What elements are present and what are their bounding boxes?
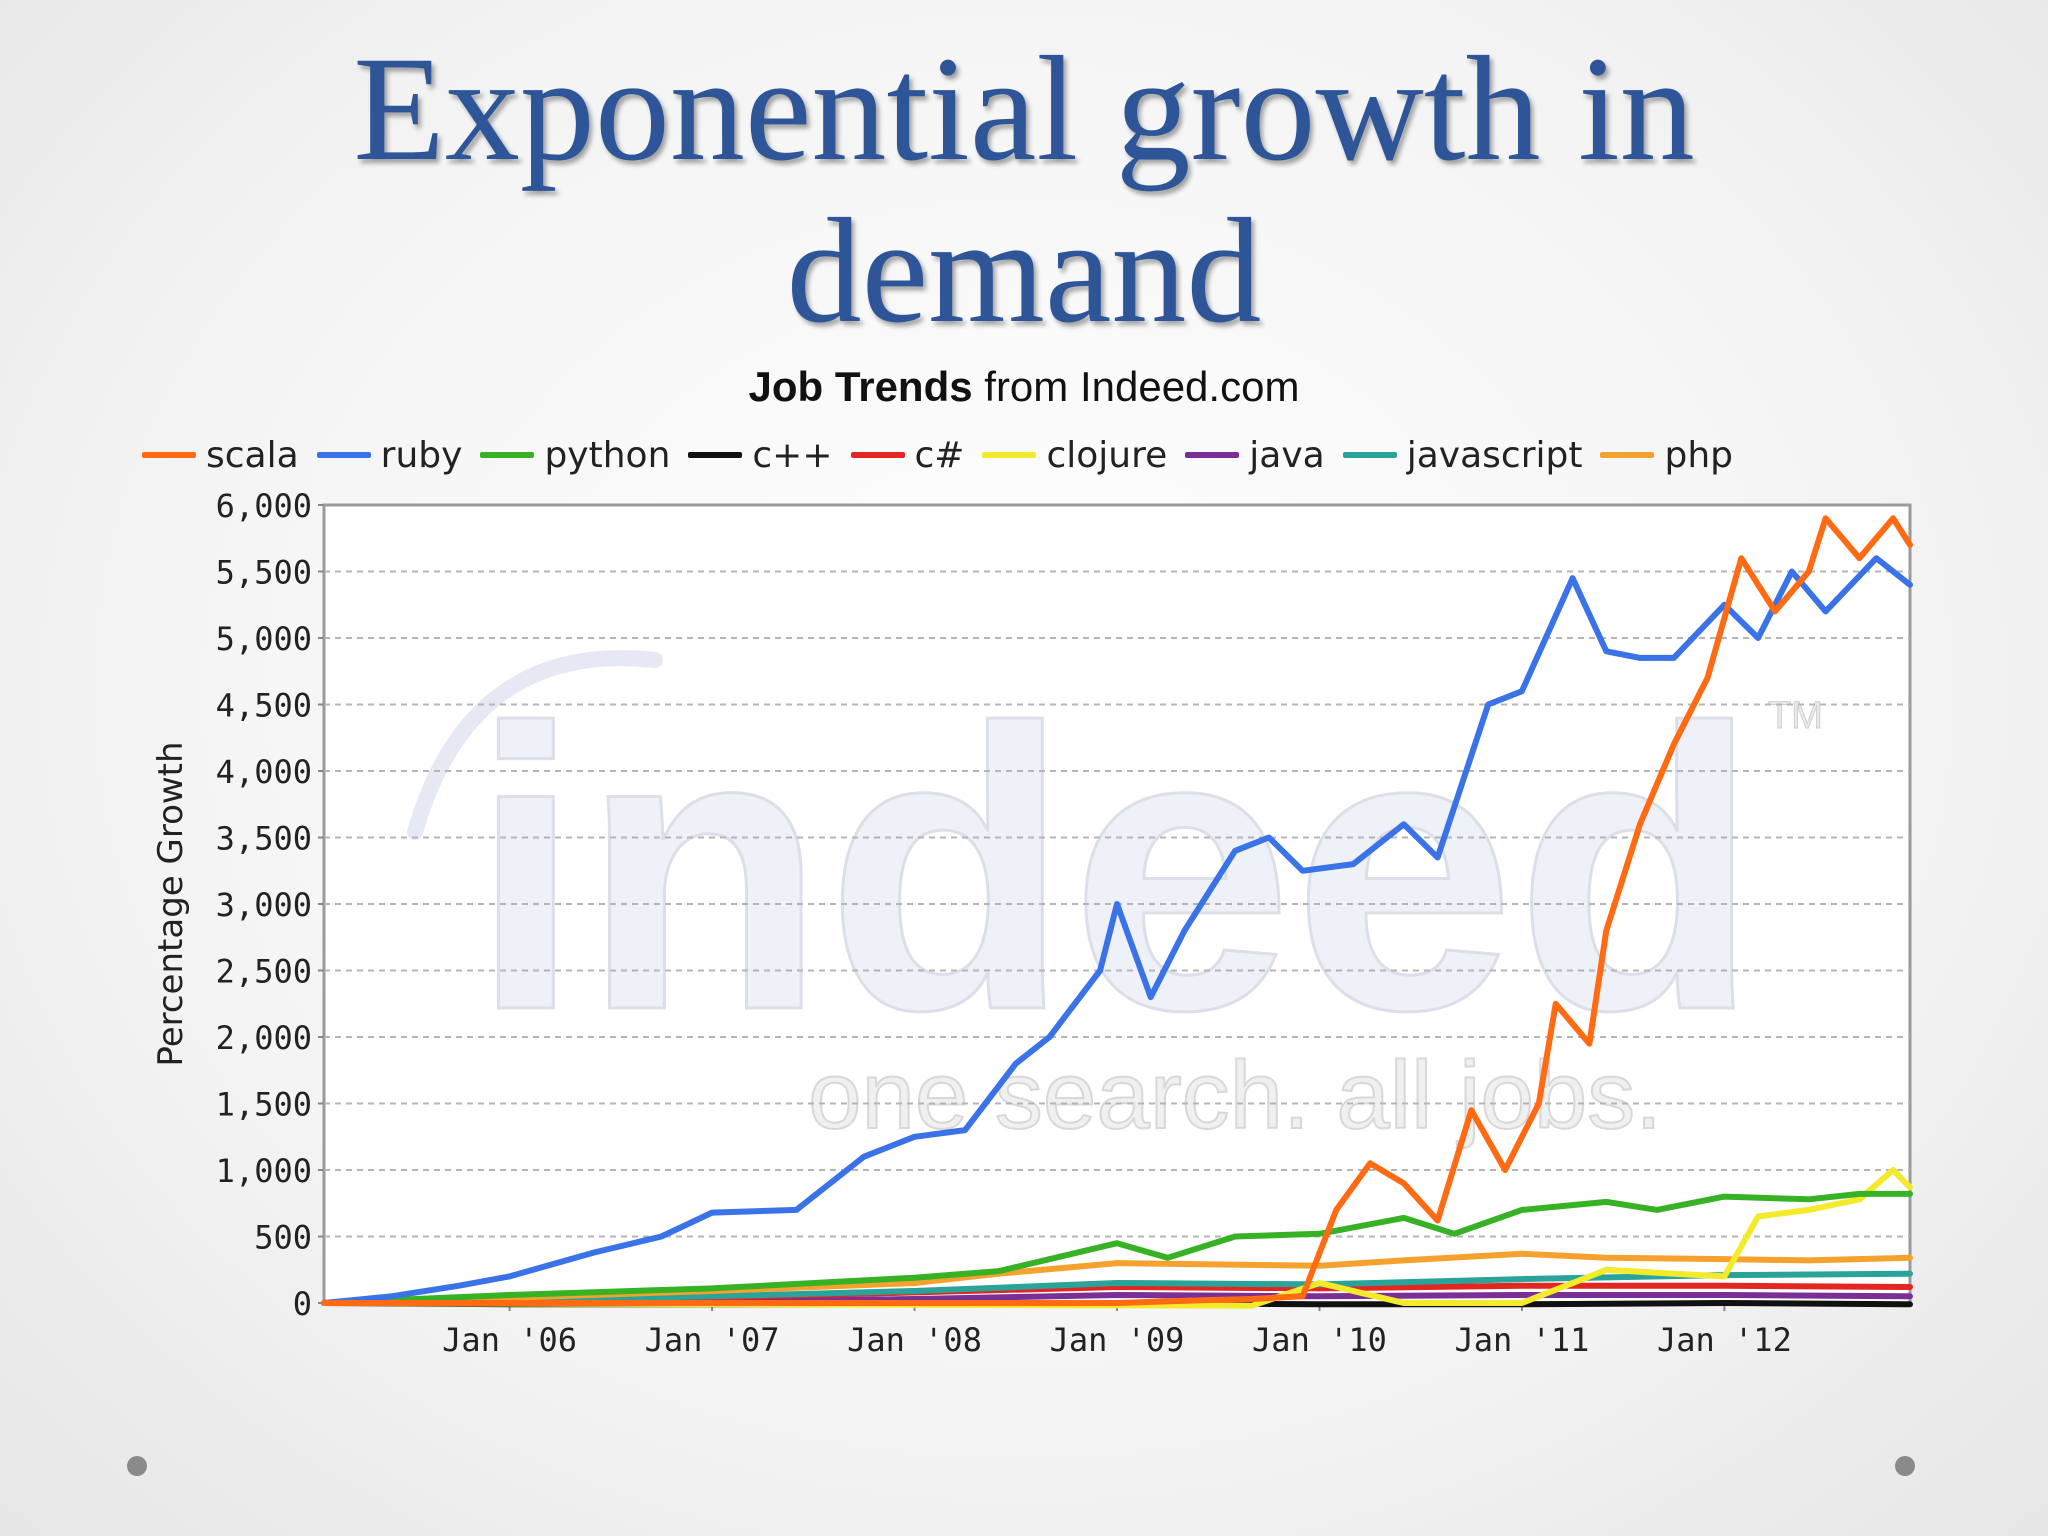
slide-title-line-2: demand <box>786 188 1262 354</box>
series-line-python <box>321 1190 1913 1306</box>
legend-swatch <box>142 452 196 458</box>
legend-item-ruby: ruby <box>316 434 463 476</box>
legend-label: ruby <box>380 434 463 476</box>
x-tick-label: Jan '10 <box>1252 1321 1387 1359</box>
watermark-tm: TM <box>1768 695 1823 737</box>
y-tick-label: 1,500 <box>216 1086 312 1124</box>
y-tick-label: 2,500 <box>216 953 312 991</box>
slide-title-line-1: Exponential growth in <box>353 26 1695 192</box>
series-line-ruby <box>321 555 1913 1306</box>
y-tick-label: 3,000 <box>216 886 312 924</box>
x-tick-label: Jan '06 <box>442 1321 577 1359</box>
y-tick-label: 1,000 <box>216 1152 312 1190</box>
y-tick-label: 4,500 <box>216 687 312 725</box>
watermark-wordmark: indeed <box>470 646 1759 1093</box>
x-tick-label: Jan '12 <box>1657 1321 1792 1359</box>
chart-title: Job Trends from Indeed.com <box>0 363 2048 411</box>
legend-item-clojure: clojure <box>982 435 1167 476</box>
y-tick-label: 3,500 <box>216 820 312 858</box>
x-tick-label: Jan '08 <box>847 1321 982 1359</box>
series-line-clojure <box>321 1167 1913 1309</box>
legend-item-csharp: c# <box>850 434 965 476</box>
legend-label: scala <box>206 434 299 476</box>
legend-swatch <box>1342 452 1397 458</box>
x-tick-label: Jan '11 <box>1455 1321 1590 1359</box>
legend-item-scala: scala <box>142 435 299 476</box>
y-tick-label: 5,000 <box>216 620 312 658</box>
slide-nav-dot-right[interactable] <box>1895 1456 1915 1476</box>
slide-title: Exponential growth in demand <box>0 28 2048 352</box>
series-line-javascript <box>321 1270 1913 1306</box>
legend-item-php: php <box>1600 435 1733 476</box>
legend-swatch <box>480 452 535 458</box>
legend-swatch <box>316 452 371 458</box>
chart-title-bold: Job Trends <box>748 363 973 410</box>
y-tick-label: 4,000 <box>216 753 312 791</box>
legend-label: c# <box>914 434 965 476</box>
legend-label: java <box>1249 434 1325 476</box>
legend-swatch <box>688 452 743 458</box>
legend-label: c++ <box>752 434 833 476</box>
watermark-swoosh <box>407 650 663 840</box>
chart-legend: scala ruby python c++ c# clojure java javascrip… <box>142 430 1922 480</box>
series-line-scala <box>321 515 1913 1306</box>
slide-nav-dot-left[interactable] <box>127 1456 147 1476</box>
legend-label: clojure <box>1046 434 1168 476</box>
legend-label: php <box>1664 434 1733 476</box>
x-tick-label: Jan '07 <box>645 1321 780 1359</box>
x-tick-label: Jan '09 <box>1050 1321 1185 1359</box>
legend-item-cplusplus: c++ <box>688 434 833 476</box>
y-tick-label: 6,000 <box>216 487 312 525</box>
y-axis-label: Percentage Growth <box>151 741 191 1066</box>
y-tick-label: 2,000 <box>216 1019 312 1057</box>
legend-swatch <box>1185 452 1240 458</box>
y-tick-label: 0 <box>293 1285 312 1323</box>
chart-title-rest: from Indeed.com <box>984 363 1300 410</box>
legend-item-javascript: javascript <box>1342 434 1583 476</box>
legend-label: python <box>544 434 671 476</box>
y-tick-label: 5,500 <box>216 554 312 592</box>
legend-item-java: java <box>1185 434 1325 476</box>
y-tick-label: 500 <box>254 1219 312 1257</box>
legend-swatch <box>982 452 1037 458</box>
legend-swatch <box>1600 452 1655 458</box>
legend-label: javascript <box>1406 434 1583 476</box>
legend-swatch <box>850 452 905 458</box>
legend-item-python: python <box>480 435 670 476</box>
